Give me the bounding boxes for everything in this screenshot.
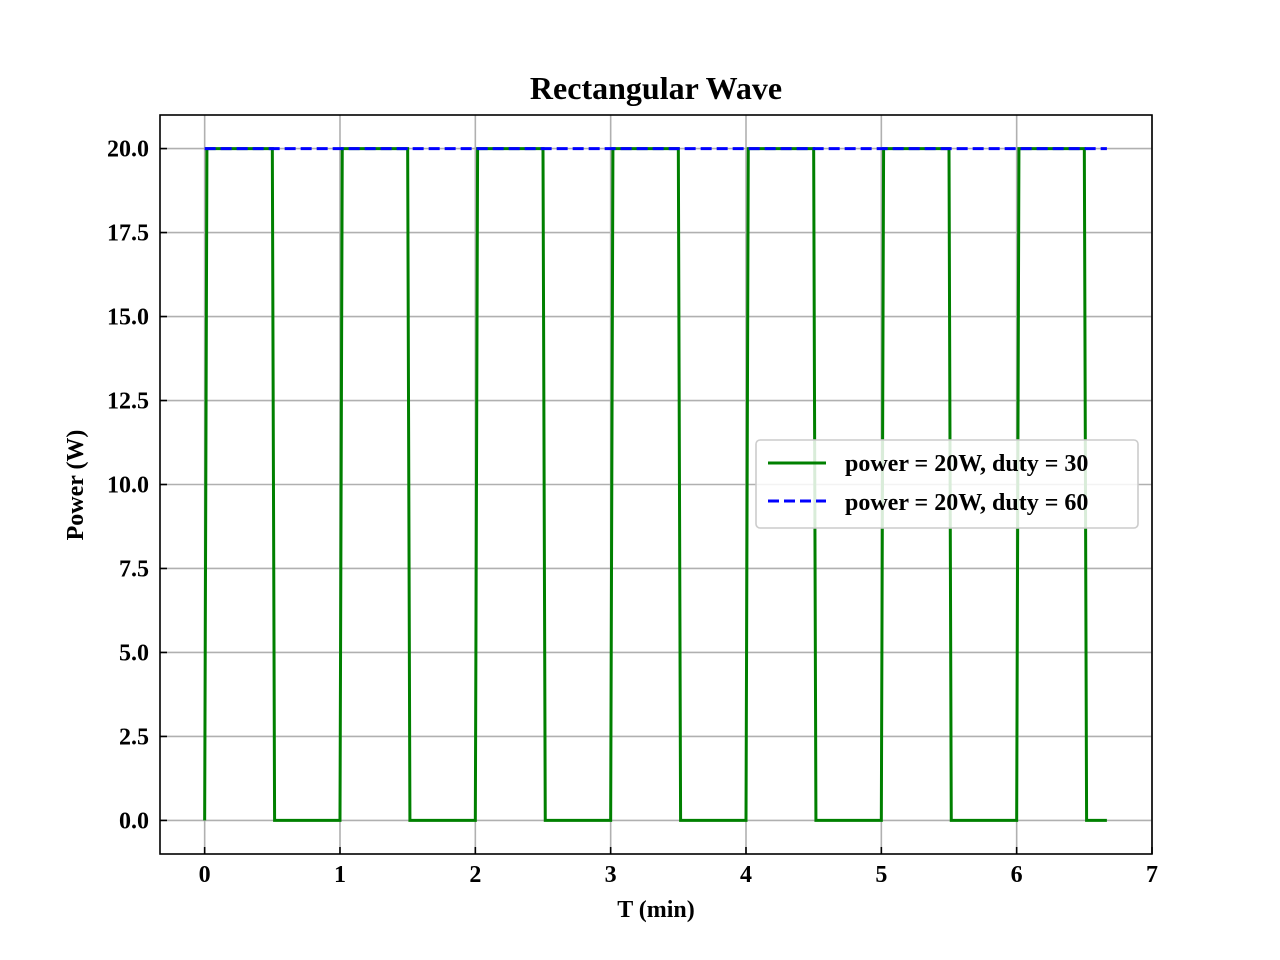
x-tick-label: 6	[1011, 862, 1023, 888]
x-axis-label: T (min)	[617, 897, 695, 923]
plot-frame	[159, 114, 1153, 855]
y-tick-label: 5.0	[119, 640, 149, 666]
x-tick-label: 4	[740, 862, 752, 888]
x-tick-label: 5	[875, 862, 887, 888]
chart-title: Rectangular Wave	[530, 70, 782, 106]
legend-label-duty-60: power = 20W, duty = 60	[845, 490, 1088, 516]
y-tick-label: 20.0	[107, 137, 149, 163]
y-tick-label: 15.0	[107, 305, 149, 331]
legend-frame	[755, 439, 1139, 529]
legend: power = 20W, duty = 30 power = 20W, duty…	[755, 439, 1139, 529]
plot-lines	[203, 147, 1107, 822]
x-tick-label: 2	[469, 862, 481, 888]
y-tick-label: 2.5	[119, 724, 149, 750]
axis-ticks: 0 1 2 3 4 5 6 7 0.0 2.5 5.0 7.5 10.0 12.5 15.0 17.5 20.0	[107, 137, 1158, 888]
x-tick-label: 7	[1146, 862, 1158, 888]
legend-label-duty-30: power = 20W, duty = 30	[845, 451, 1088, 477]
y-axis-label: Power (W)	[63, 430, 89, 541]
y-tick-label: 12.5	[107, 389, 149, 415]
x-tick-label: 3	[605, 862, 617, 888]
y-tick-label: 0.0	[119, 808, 149, 834]
y-tick-label: 10.0	[107, 473, 149, 499]
y-tick-label: 17.5	[107, 221, 149, 247]
x-tick-label: 0	[199, 862, 211, 888]
x-tick-label: 1	[334, 862, 346, 888]
y-tick-label: 7.5	[119, 556, 149, 582]
